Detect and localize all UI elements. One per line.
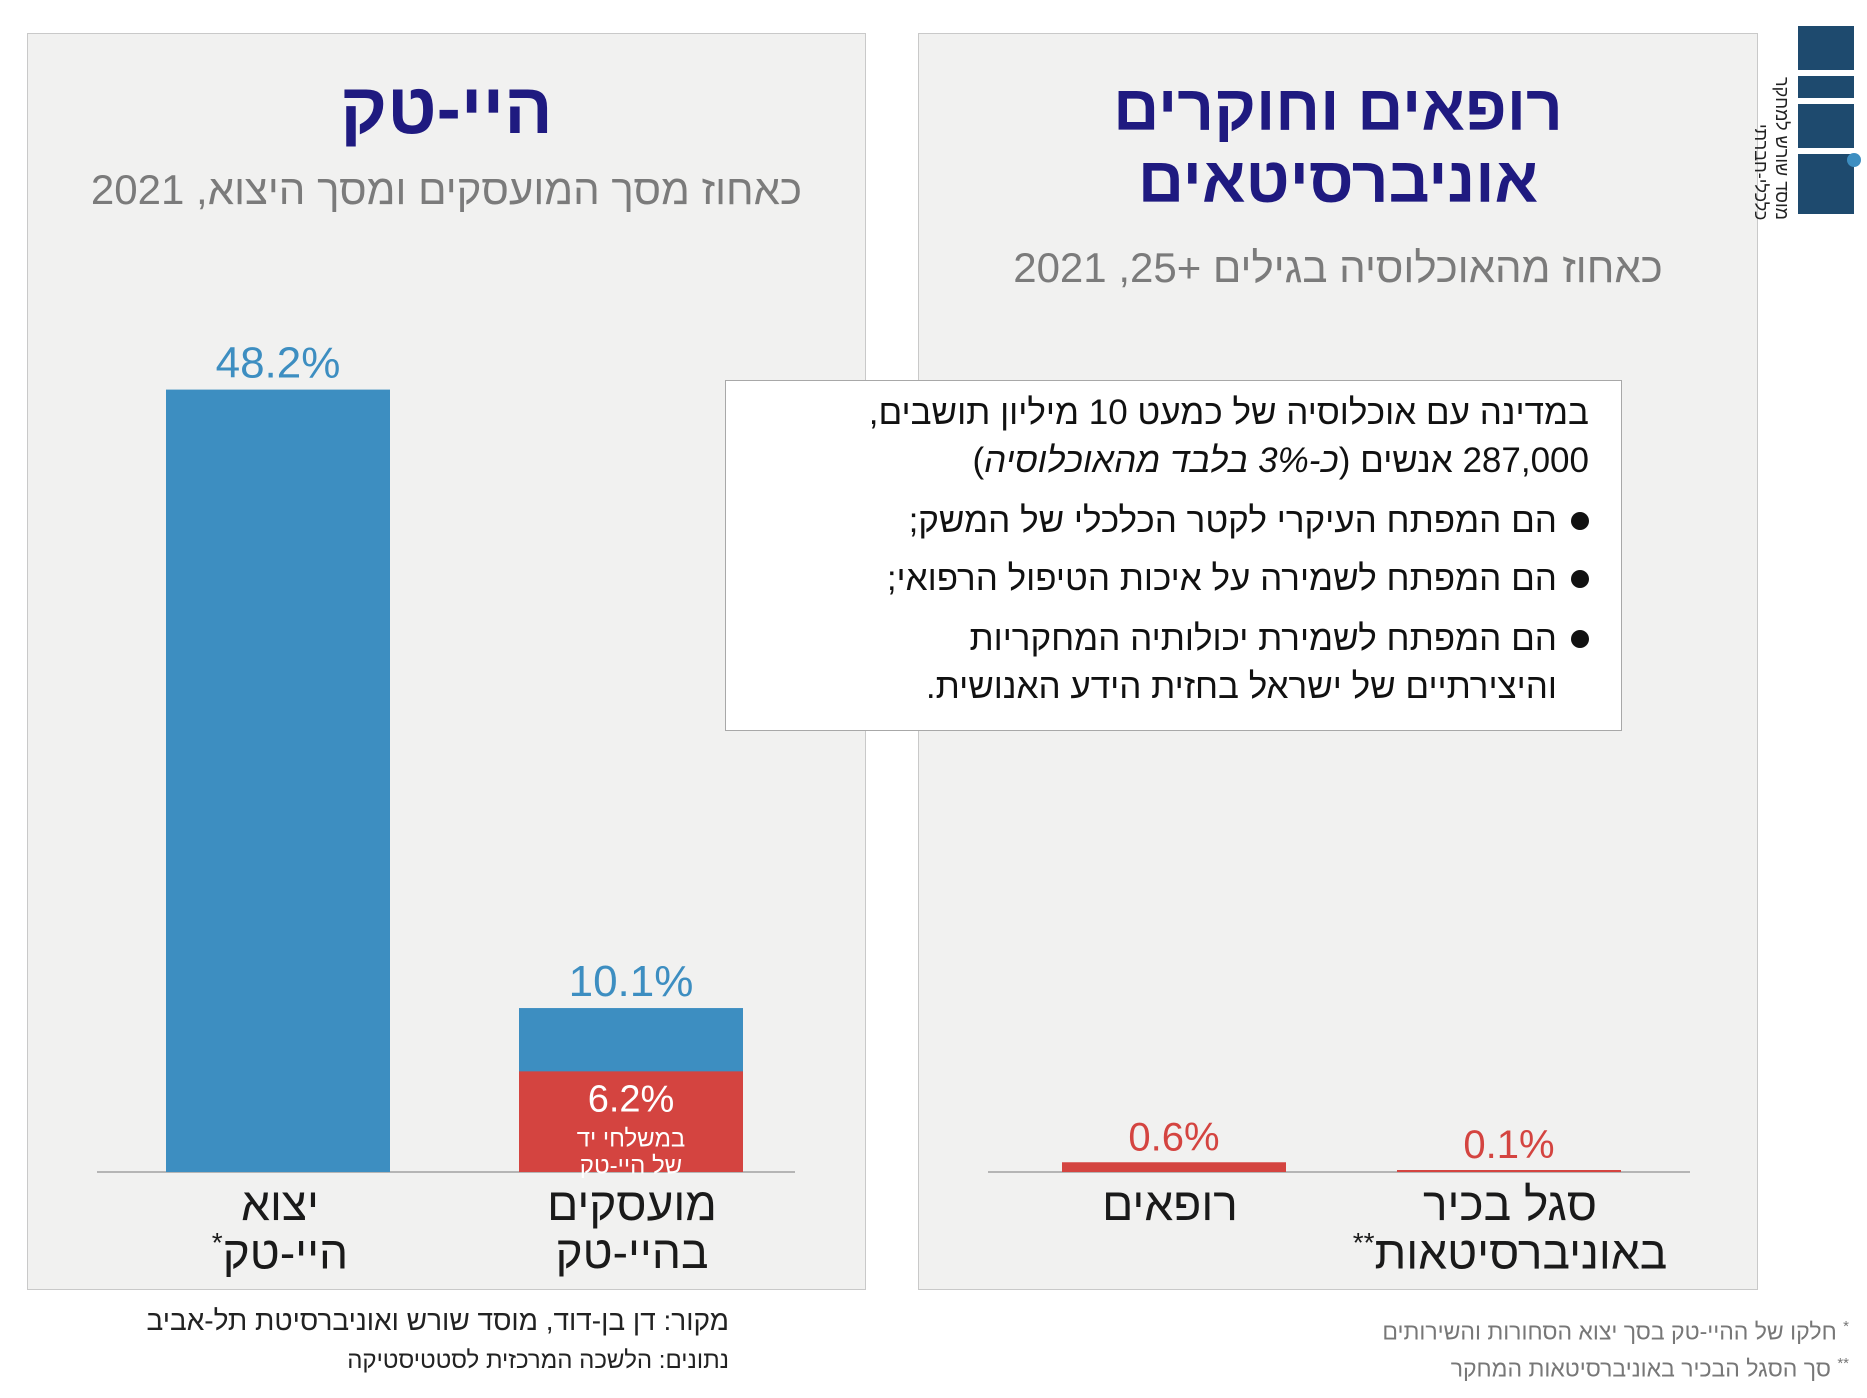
textbox-line1: במדינה עם אוכלוסיה של כמעט 10 מיליון תוש… bbox=[868, 393, 1589, 432]
logo-tagline: מוסד שורש למחקר כלכלי-חברתי bbox=[1751, 76, 1792, 220]
category-hitech-exports-line2: היי-טק bbox=[222, 1226, 349, 1279]
textbox-bullet-1-text: הם המפתח העיקרי לקטר הכלכלי של המשק; bbox=[908, 501, 1557, 540]
footnote-1-mark: * bbox=[1843, 1318, 1849, 1335]
textbox-bullet-3: הם המפתח לשמירת יכולותיה המחקריות והיציר… bbox=[746, 615, 1589, 711]
category-doctors: רופאים bbox=[1025, 1178, 1315, 1230]
textbox-bullet-1: הם המפתח העיקרי לקטר הכלכלי של המשק; bbox=[746, 497, 1589, 545]
shoresh-logo-icon bbox=[1798, 26, 1861, 214]
category-senior-faculty-line1: סגל בכיר bbox=[1422, 1178, 1598, 1230]
doctors-title-line1: רופאים וחוקרים bbox=[1113, 72, 1563, 144]
context-textbox: במדינה עם אוכלוסיה של כמעט 10 מיליון תוש… bbox=[725, 380, 1622, 731]
footnote-2-text: סך הסגל הבכיר באוניברסיטאות המחקר bbox=[1450, 1355, 1831, 1382]
category-hitech-exports-line2-wrap: היי-טק* bbox=[135, 1228, 425, 1277]
source-line: מקור: דן בן-דוד, מוסד שורש ואוניברסיטת ת… bbox=[146, 1305, 730, 1336]
textbox-line2: 287,000 אנשים (כ-3% בלבד מהאוכלוסיה) bbox=[746, 437, 1589, 485]
footnote-1: * חלקו של ההיי-טק בסך יצוא הסחורות והשיר… bbox=[1382, 1318, 1849, 1346]
category-senior-faculty-line2: באוניברסיטאות bbox=[1374, 1226, 1668, 1279]
footnote-mark-2: ** bbox=[1352, 1227, 1375, 1259]
footnote-1-text: חלקו של ההיי-טק בסך יצוא הסחורות והשירות… bbox=[1382, 1318, 1837, 1345]
bullet-dot-icon bbox=[1571, 512, 1589, 530]
footnote-2-mark: ** bbox=[1837, 1355, 1849, 1372]
doctors-title: רופאים וחוקרים אוניברסיטאים bbox=[919, 72, 1757, 216]
footnote-2: ** סך הסגל הבכיר באוניברסיטאות המחקר bbox=[1451, 1355, 1849, 1383]
doctors-subtitle: כאחוז מהאוכלוסיה בגילים +25, 2021 bbox=[1013, 244, 1663, 291]
textbox-bullet-2-text: הם המפתח לשמירה על איכות הטיפול הרפואי; bbox=[886, 559, 1557, 598]
textbox-bullet-2: הם המפתח לשמירה על איכות הטיפול הרפואי; bbox=[746, 555, 1589, 603]
textbox-line2-italic: כ-3% בלבד מהאוכלוסיה bbox=[984, 441, 1339, 480]
doctors-title-line2: אוניברסיטאים bbox=[1137, 144, 1539, 216]
category-senior-faculty-line2-wrap: באוניברסיטאות** bbox=[1340, 1228, 1680, 1277]
category-hitech-exports-line1: יצוא bbox=[241, 1178, 319, 1230]
category-doctors-line1: רופאים bbox=[1102, 1178, 1238, 1230]
data-line: נתונים: הלשכה המרכזית לסטטיסטיקה bbox=[347, 1347, 729, 1374]
category-hitech-employed-line1: מועסקים bbox=[547, 1178, 717, 1230]
category-senior-faculty: סגל בכיר באוניברסיטאות** bbox=[1340, 1180, 1680, 1277]
textbox-line2-end: ) bbox=[972, 441, 985, 480]
hitech-subtitle: כאחוז מסך המועסקים ומסך היצוא, 2021 bbox=[90, 166, 803, 213]
textbox-bullet-3-text: הם המפתח לשמירת יכולותיה המחקריות והיציר… bbox=[925, 619, 1557, 706]
category-hitech-employed: מועסקים בהיי-טק bbox=[487, 1180, 777, 1277]
bullet-dot-icon bbox=[1571, 570, 1589, 588]
hitech-title: היי-טק bbox=[340, 69, 553, 149]
footnote-mark-1: * bbox=[211, 1227, 223, 1259]
textbox-line2-main: 287,000 אנשים ( bbox=[1338, 441, 1589, 480]
category-hitech-employed-line2: בהיי-טק bbox=[555, 1226, 709, 1279]
category-hitech-exports: יצוא היי-טק* bbox=[135, 1180, 425, 1277]
bullet-dot-icon bbox=[1571, 630, 1589, 648]
